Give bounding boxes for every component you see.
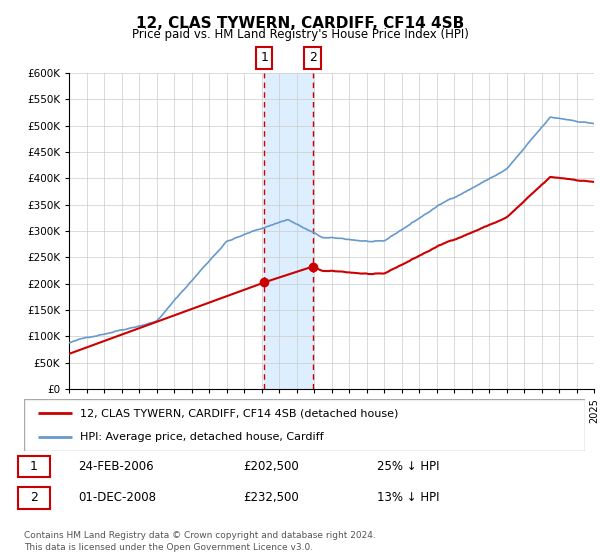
Text: 13% ↓ HPI: 13% ↓ HPI — [377, 491, 439, 505]
Text: This data is licensed under the Open Government Licence v3.0.: This data is licensed under the Open Gov… — [24, 543, 313, 552]
Text: 12, CLAS TYWERN, CARDIFF, CF14 4SB (detached house): 12, CLAS TYWERN, CARDIFF, CF14 4SB (deta… — [80, 408, 398, 418]
Text: Contains HM Land Registry data © Crown copyright and database right 2024.: Contains HM Land Registry data © Crown c… — [24, 531, 376, 540]
Text: £232,500: £232,500 — [244, 491, 299, 505]
Text: £202,500: £202,500 — [244, 460, 299, 473]
Bar — [18, 487, 50, 509]
Text: 2: 2 — [308, 52, 317, 64]
Text: 01-DEC-2008: 01-DEC-2008 — [79, 491, 157, 505]
Bar — [18, 455, 50, 477]
Text: 1: 1 — [30, 460, 38, 473]
Text: 2: 2 — [30, 491, 38, 505]
Bar — [264, 73, 313, 389]
Text: 24-FEB-2006: 24-FEB-2006 — [79, 460, 154, 473]
Text: 1: 1 — [260, 52, 268, 64]
Text: Price paid vs. HM Land Registry's House Price Index (HPI): Price paid vs. HM Land Registry's House … — [131, 28, 469, 41]
Text: 12, CLAS TYWERN, CARDIFF, CF14 4SB: 12, CLAS TYWERN, CARDIFF, CF14 4SB — [136, 16, 464, 31]
Text: 25% ↓ HPI: 25% ↓ HPI — [377, 460, 439, 473]
Text: HPI: Average price, detached house, Cardiff: HPI: Average price, detached house, Card… — [80, 432, 324, 442]
